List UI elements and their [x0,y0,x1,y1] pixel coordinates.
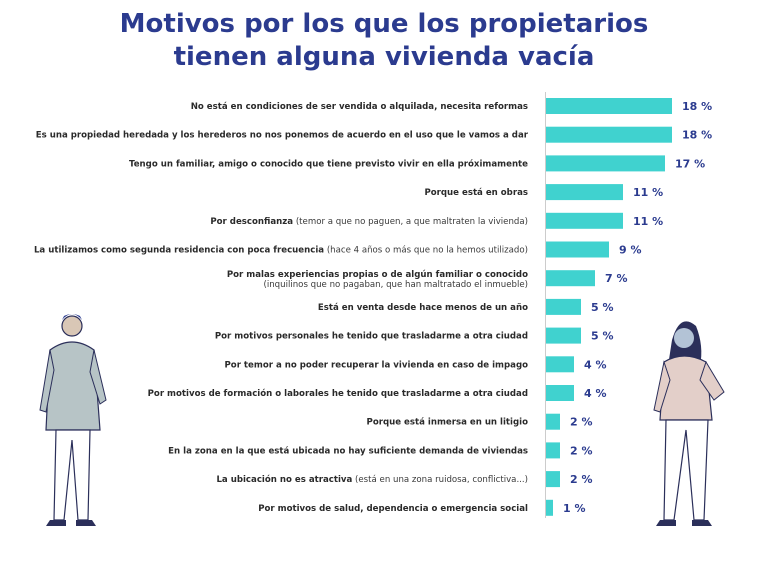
bar-value-label: 5 % [591,301,614,314]
bar [546,442,560,459]
category-label: En la zona en la que está ubicada no hay… [168,446,528,456]
bar-value-label: 18 % [682,129,712,142]
category-label-main: Es una propiedad heredada y los heredero… [36,131,529,141]
category-label: Está en venta desde hace menos de un año [318,303,528,313]
bar-value-label: 2 % [570,473,593,486]
category-label: Porque está en obras [424,188,528,198]
chart-title-line-2: tienen alguna vivienda vacía [173,42,595,72]
bar-value-label: 17 % [675,157,705,170]
bar [546,241,609,258]
bar [546,98,672,114]
category-label-main: Por desconfianza [210,217,293,227]
bar-value-label: 4 % [584,387,607,400]
bar [546,471,560,488]
bar [546,126,672,143]
category-label-note: (hace 4 años o más que no la hemos utili… [324,246,528,256]
category-label-main: Por temor a no poder recuperar la vivien… [225,360,529,370]
category-label: Por malas experiencias propias o de algú… [227,270,528,280]
bar-value-label: 4 % [584,358,607,371]
chart-title: Motivos por los que los propietarios tie… [0,8,768,74]
category-label: Tengo un familiar, amigo o conocido que … [129,158,528,169]
category-label-main: Está en venta desde hace menos de un año [318,303,528,313]
bar-value-label: 9 % [619,244,642,257]
category-label-note: (temor a que no paguen, a que maltraten … [293,217,528,227]
bar-value-label: 11 % [633,186,663,199]
bar [546,413,560,430]
category-label-main: La utilizamos como segunda residencia co… [34,246,324,256]
category-label: Por motivos personales he tenido que tra… [215,332,528,342]
category-label: Por motivos de formación o laborales he … [148,388,528,399]
chart-title-line-1: Motivos por los que los propietarios [119,9,649,39]
bar [546,270,595,287]
category-label-main: Por motivos personales he tenido que tra… [215,332,528,342]
bar-value-label: 1 % [563,502,586,515]
category-label-main: En la zona en la que está ubicada no hay… [168,446,528,456]
category-label: Porque está inmersa en un litigio [367,418,529,428]
bar-value-label: 2 % [570,444,593,457]
category-label: Es una propiedad heredada y los heredero… [36,131,529,141]
bar [546,385,574,401]
bar [546,212,623,229]
bar [546,499,553,516]
category-label: La ubicación no es atractiva (está en un… [216,474,528,485]
category-label-main: Por motivos de formación o laborales he … [148,388,528,399]
bar [546,184,623,201]
bar-value-label: 11 % [633,215,663,228]
category-label: Por motivos de salud, dependencia o emer… [258,504,528,514]
category-label-main: Porque está inmersa en un litigio [367,418,529,428]
bar [546,356,574,373]
category-label: La utilizamos como segunda residencia co… [34,246,528,256]
bar-value-label: 5 % [591,330,614,343]
category-label: Por temor a no poder recuperar la vivien… [225,360,529,370]
category-label-main: Por motivos de salud, dependencia o emer… [258,504,528,514]
bar-value-label: 2 % [570,416,593,429]
woman-illustration [653,321,725,526]
man-illustration [39,314,107,526]
category-label-note: (está en una zona ruidosa, conflictiva..… [352,475,528,485]
bar-value-label: 18 % [682,100,712,113]
category-label: Por desconfianza (temor a que no paguen,… [210,217,528,227]
bar [546,327,581,344]
category-label-main: Porque está en obras [424,188,528,198]
category-label-main: Por malas experiencias propias o de algú… [227,270,528,280]
category-label-main: No está en condiciones de ser vendida o … [191,102,528,112]
category-label-main: La ubicación no es atractiva [216,474,352,485]
bar-value-label: 7 % [605,272,628,285]
category-label-note: (inquilinos que no pagaban, que han malt… [263,280,528,290]
category-label: No está en condiciones de ser vendida o … [191,102,528,112]
bar [546,298,581,315]
category-label-main: Tengo un familiar, amigo o conocido que … [129,158,528,169]
bar [546,155,665,172]
